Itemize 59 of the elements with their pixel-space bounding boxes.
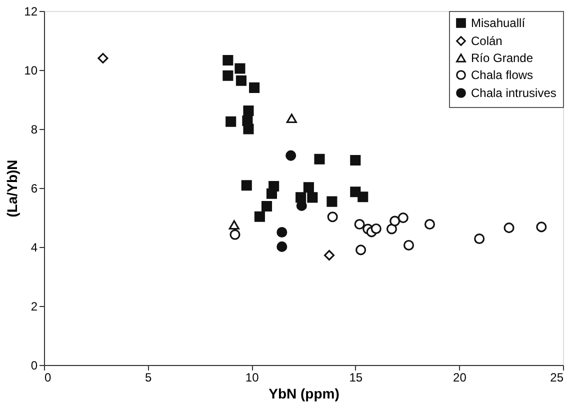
y-tick-label: 8 [30, 122, 38, 136]
point [243, 105, 254, 116]
point [243, 124, 254, 134]
x-tick-label: 20 [453, 370, 467, 384]
point [424, 219, 435, 230]
point [350, 155, 361, 166]
point [356, 244, 366, 256]
point [504, 222, 514, 234]
point [276, 241, 288, 252]
point [390, 216, 400, 226]
point [261, 201, 272, 212]
point [276, 226, 288, 238]
x-axis-title: YbN (ppm) [268, 386, 340, 402]
x-tick-label: 5 [144, 370, 152, 384]
point [403, 240, 414, 250]
point [230, 229, 240, 240]
point [536, 222, 547, 232]
point [236, 75, 246, 86]
point [228, 220, 240, 230]
x-tick-label: 25 [550, 370, 564, 384]
y-tick-label: 12 [24, 4, 38, 18]
x-tick-label: 15 [349, 370, 363, 384]
point [254, 211, 265, 222]
y-axis-title: (La/Yb)N [4, 160, 20, 218]
point [241, 180, 252, 191]
point [327, 212, 338, 222]
point [326, 196, 338, 207]
point [386, 224, 397, 234]
point [358, 192, 368, 202]
x-tick-label: 0 [44, 370, 52, 384]
y-tick-label: 2 [30, 300, 38, 314]
point [354, 219, 365, 230]
legend-label: Chala intrusives [471, 86, 556, 100]
legend-label: Colán [471, 34, 502, 48]
legend-label: Misahuallí [471, 16, 526, 30]
point [307, 192, 318, 203]
y-tick-label: 4 [30, 240, 38, 254]
y-tick-label: 6 [30, 182, 38, 196]
y-tick-label: 10 [24, 64, 38, 78]
x-tick-label: 10 [245, 370, 260, 384]
legend-label: Río Grande [471, 51, 534, 65]
point [314, 154, 325, 164]
point [474, 233, 485, 244]
point [249, 82, 260, 93]
legend-label: Chala flows [471, 68, 534, 82]
point [286, 114, 297, 124]
point [98, 52, 108, 64]
point [226, 116, 236, 127]
point [222, 54, 234, 66]
point [286, 150, 296, 161]
point [370, 223, 382, 234]
point [303, 182, 314, 193]
point [234, 63, 246, 74]
point [324, 250, 335, 261]
point [222, 70, 234, 81]
y-tick-label: 0 [30, 358, 38, 372]
point [266, 188, 278, 199]
point [398, 212, 408, 224]
point [296, 192, 306, 203]
